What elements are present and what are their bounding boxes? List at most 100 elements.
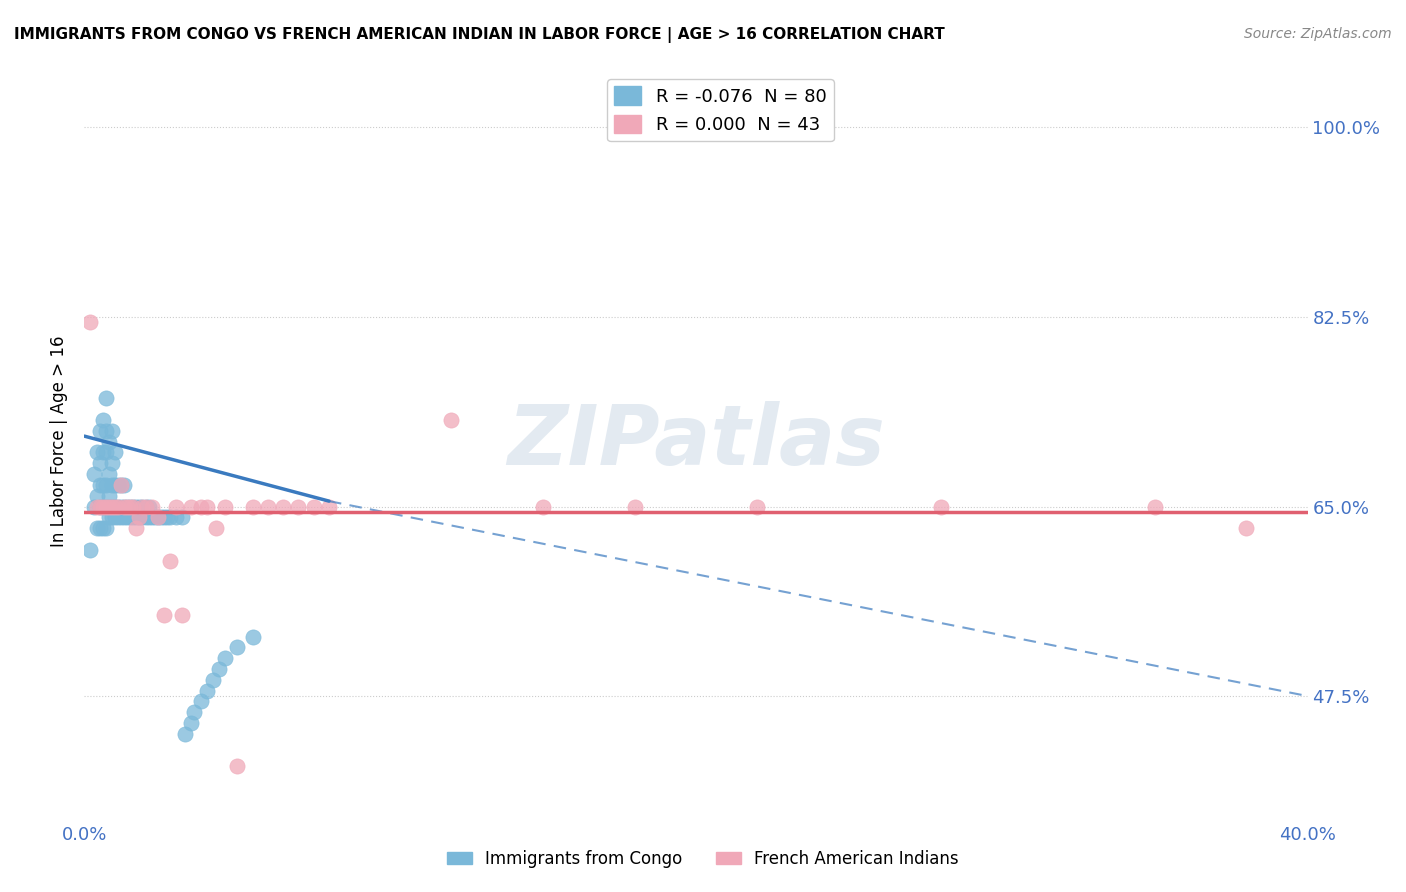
Point	[141, 510, 163, 524]
Point	[122, 500, 145, 514]
Point	[101, 500, 124, 514]
Point	[107, 500, 129, 514]
Point	[128, 510, 150, 524]
Point	[190, 500, 212, 514]
Point	[91, 500, 114, 514]
Point	[531, 500, 554, 514]
Point	[112, 478, 135, 492]
Point	[624, 500, 647, 514]
Point	[122, 500, 145, 514]
Point	[79, 315, 101, 329]
Point	[91, 478, 114, 492]
Point	[138, 500, 160, 514]
Point	[131, 500, 153, 514]
Text: ZIPatlas: ZIPatlas	[508, 401, 884, 482]
Point	[122, 510, 145, 524]
Point	[318, 500, 340, 514]
Point	[101, 478, 124, 492]
Point	[1143, 500, 1166, 514]
Point	[107, 478, 129, 492]
Point	[86, 521, 108, 535]
Point	[94, 478, 117, 492]
Point	[89, 478, 111, 492]
Point	[112, 500, 135, 514]
Point	[104, 500, 127, 514]
Point	[112, 510, 135, 524]
Point	[159, 510, 181, 524]
Point	[110, 500, 132, 514]
Point	[97, 467, 120, 481]
Point	[94, 445, 117, 459]
Point	[107, 500, 129, 514]
Point	[271, 500, 294, 514]
Point	[183, 706, 205, 720]
Point	[101, 500, 124, 514]
Point	[149, 510, 172, 524]
Point	[97, 500, 120, 514]
Point	[89, 456, 111, 470]
Point	[929, 500, 952, 514]
Text: IMMIGRANTS FROM CONGO VS FRENCH AMERICAN INDIAN IN LABOR FORCE | AGE > 16 CORREL: IMMIGRANTS FROM CONGO VS FRENCH AMERICAN…	[14, 27, 945, 43]
Point	[91, 413, 114, 427]
Point	[1236, 521, 1258, 535]
Point	[110, 478, 132, 492]
Point	[101, 510, 124, 524]
Point	[94, 500, 117, 514]
Point	[165, 510, 187, 524]
Point	[79, 542, 101, 557]
Point	[146, 510, 169, 524]
Point	[174, 727, 197, 741]
Point	[89, 500, 111, 514]
Point	[115, 500, 138, 514]
Legend: R = -0.076  N = 80, R = 0.000  N = 43: R = -0.076 N = 80, R = 0.000 N = 43	[607, 79, 834, 141]
Point	[120, 500, 142, 514]
Point	[94, 391, 117, 405]
Point	[131, 510, 153, 524]
Point	[138, 510, 160, 524]
Point	[440, 413, 463, 427]
Point	[135, 500, 157, 514]
Point	[125, 521, 148, 535]
Point	[89, 521, 111, 535]
Point	[91, 500, 114, 514]
Point	[97, 489, 120, 503]
Point	[110, 510, 132, 524]
Point	[242, 630, 264, 644]
Point	[156, 510, 179, 524]
Point	[86, 500, 108, 514]
Point	[205, 521, 228, 535]
Point	[180, 500, 202, 514]
Point	[128, 500, 150, 514]
Point	[242, 500, 264, 514]
Point	[94, 521, 117, 535]
Point	[195, 683, 218, 698]
Point	[86, 489, 108, 503]
Point	[94, 500, 117, 514]
Point	[91, 521, 114, 535]
Point	[226, 640, 249, 655]
Point	[165, 500, 187, 514]
Point	[91, 445, 114, 459]
Point	[257, 500, 280, 514]
Point	[104, 445, 127, 459]
Point	[112, 500, 135, 514]
Point	[115, 500, 138, 514]
Point	[195, 500, 218, 514]
Point	[89, 500, 111, 514]
Point	[141, 500, 163, 514]
Point	[153, 510, 176, 524]
Point	[101, 456, 124, 470]
Point	[104, 500, 127, 514]
Point	[83, 500, 105, 514]
Point	[180, 716, 202, 731]
Point	[208, 662, 231, 676]
Point	[97, 434, 120, 449]
Point	[104, 478, 127, 492]
Point	[120, 510, 142, 524]
Point	[97, 510, 120, 524]
Point	[226, 759, 249, 773]
Point	[135, 500, 157, 514]
Point	[287, 500, 309, 514]
Point	[128, 510, 150, 524]
Point	[104, 510, 127, 524]
